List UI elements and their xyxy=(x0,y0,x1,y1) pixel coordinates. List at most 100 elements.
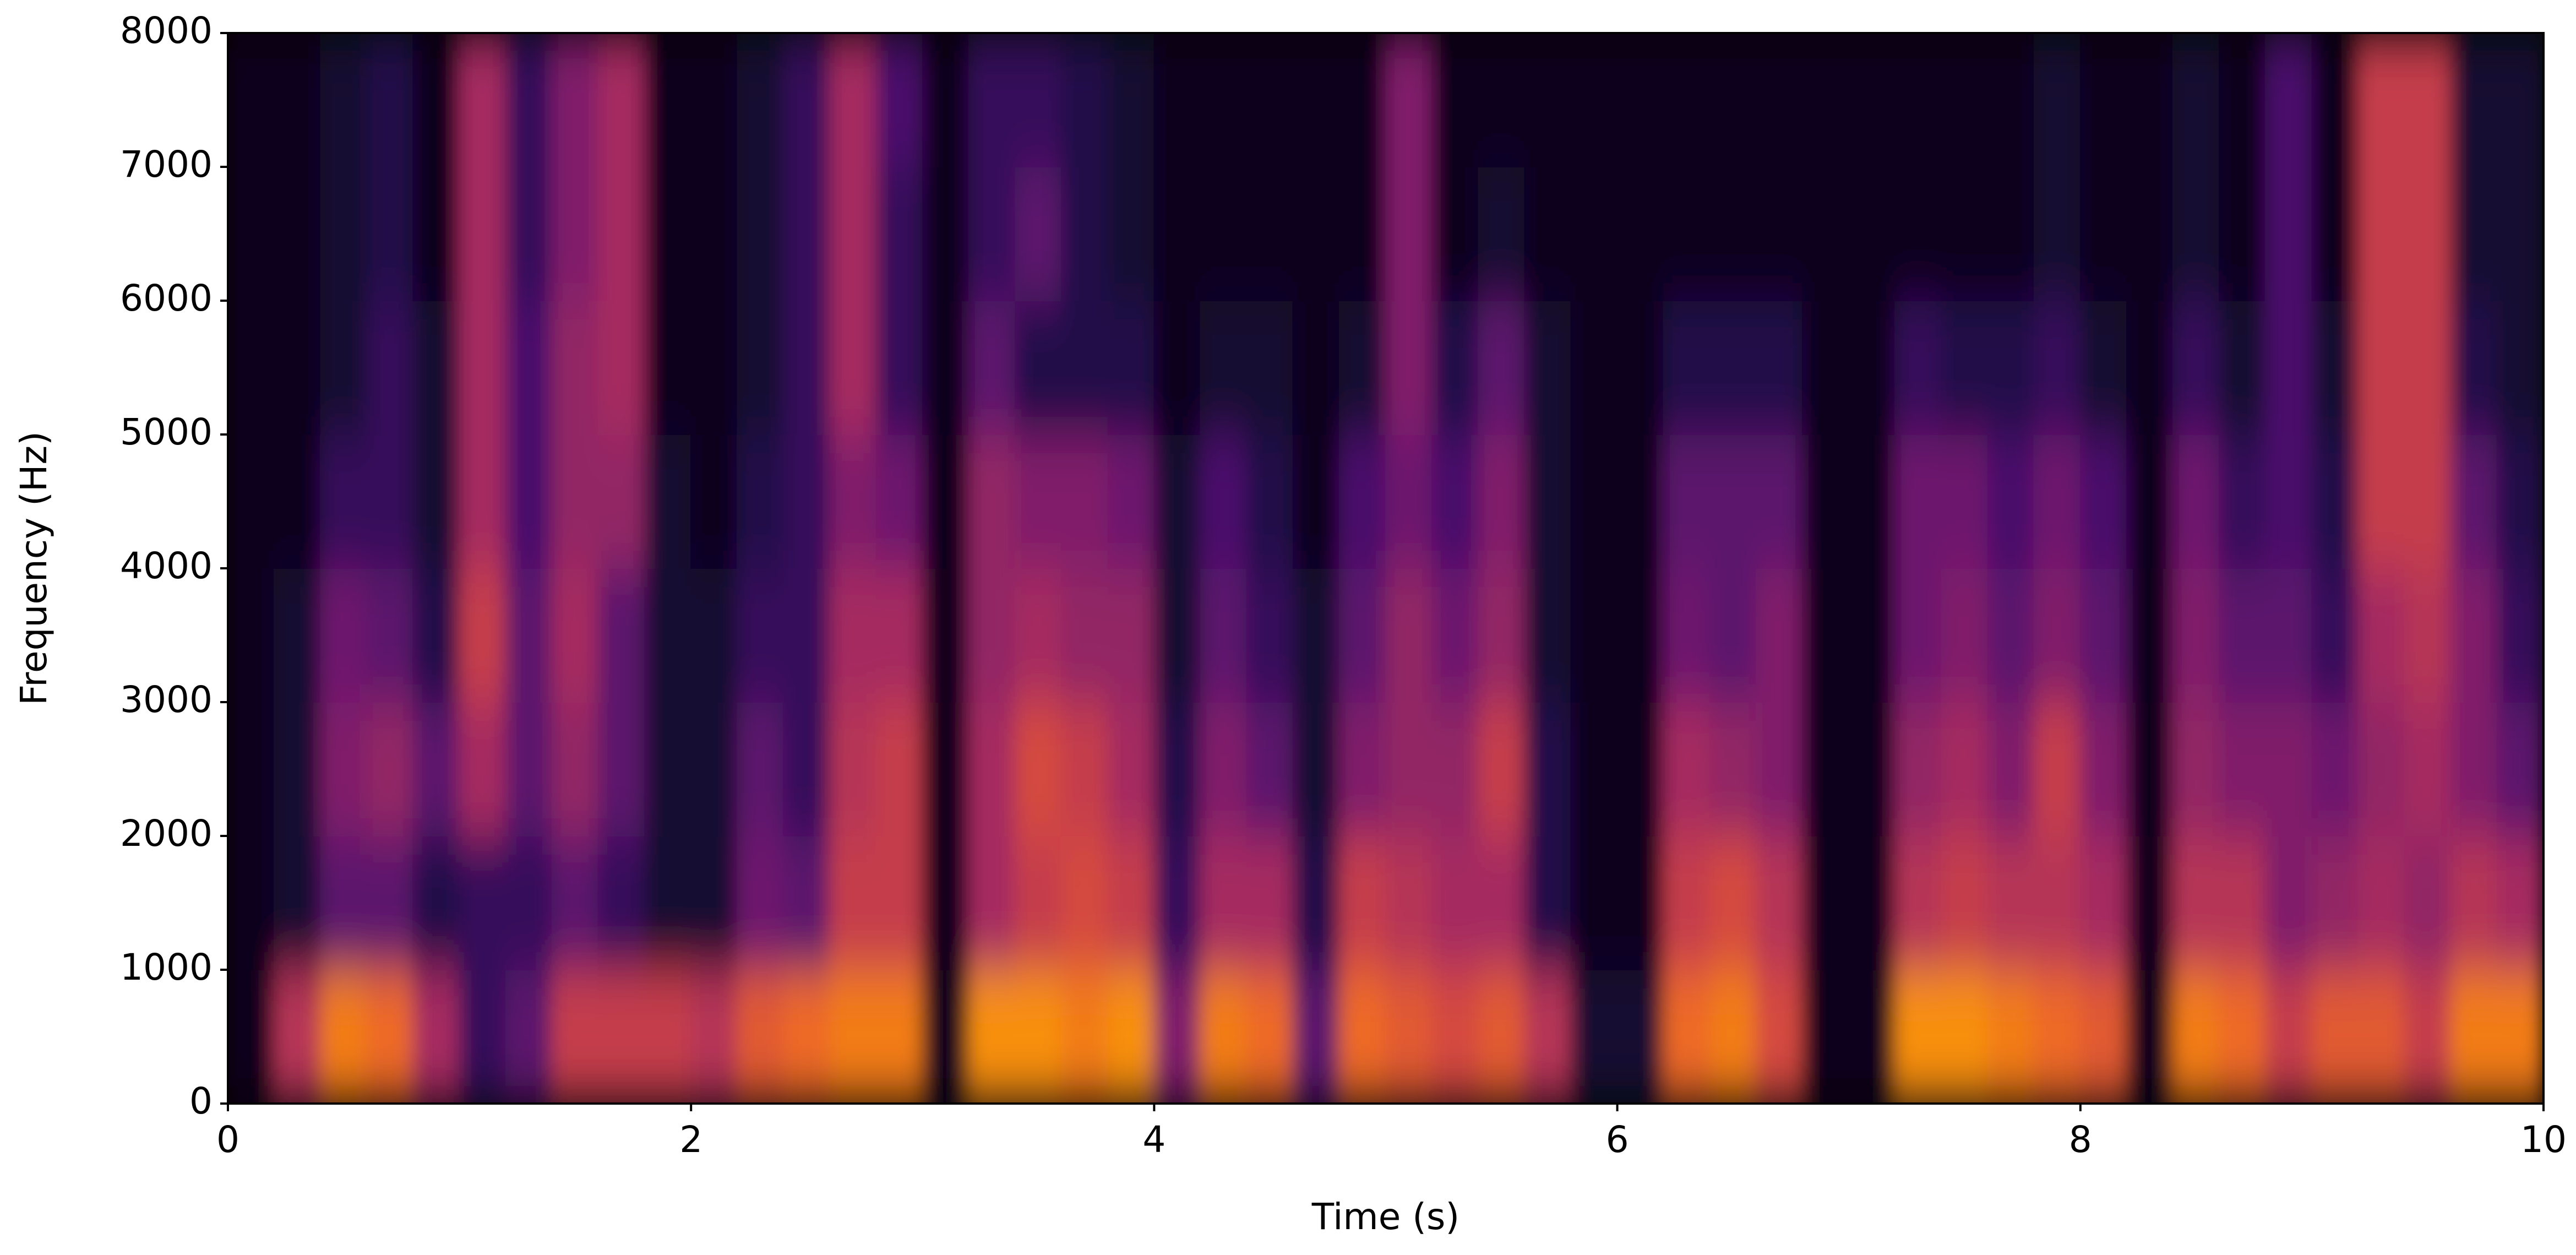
heatmap-cell xyxy=(1107,568,1155,703)
heatmap-cell xyxy=(274,33,322,167)
heatmap-cell xyxy=(1987,702,2035,836)
heatmap-cell xyxy=(690,434,738,569)
heatmap-cell xyxy=(1755,166,1804,301)
heatmap-cell xyxy=(2079,166,2127,301)
heatmap-cell xyxy=(1153,568,1201,703)
heatmap-cell xyxy=(2450,568,2498,703)
heatmap-cell xyxy=(2404,166,2452,301)
heatmap-cell xyxy=(783,568,831,703)
heatmap-cell xyxy=(320,33,368,167)
heatmap-cell xyxy=(228,835,275,970)
heatmap-cell xyxy=(412,434,460,569)
heatmap-cell xyxy=(551,434,599,569)
heatmap-cell xyxy=(1802,969,1850,1104)
heatmap-cell xyxy=(783,300,831,435)
heatmap-cell xyxy=(2404,300,2452,435)
heatmap-cell xyxy=(1153,166,1201,301)
heatmap-cell xyxy=(228,33,275,167)
x-tick-label: 0 xyxy=(216,1118,239,1161)
heatmap-cell xyxy=(2033,702,2081,836)
heatmap-cell xyxy=(1524,835,1572,970)
heatmap-cell xyxy=(1663,568,1711,703)
heatmap-cell xyxy=(2126,300,2174,435)
heatmap-cell xyxy=(783,33,831,167)
heatmap-cell xyxy=(829,33,877,167)
heatmap-cell xyxy=(1616,33,1664,167)
heatmap-cell xyxy=(783,969,831,1104)
heatmap-cell xyxy=(1616,969,1664,1104)
heatmap-cell xyxy=(1570,568,1618,703)
heatmap-cell xyxy=(1431,300,1479,435)
heatmap-cell xyxy=(366,969,414,1104)
heatmap-cell xyxy=(2126,33,2174,167)
heatmap-cell xyxy=(2265,434,2313,569)
heatmap-cell xyxy=(1431,166,1479,301)
heatmap-cell xyxy=(2496,33,2544,167)
heatmap-cell xyxy=(1015,969,1063,1104)
heatmap-cell xyxy=(412,969,460,1104)
heatmap-cell xyxy=(1385,300,1433,435)
heatmap-cell xyxy=(1200,166,1248,301)
heatmap-cell xyxy=(1570,434,1618,569)
heatmap-cell xyxy=(2126,835,2174,970)
heatmap-cell xyxy=(551,568,599,703)
heatmap-cell xyxy=(1246,969,1294,1104)
heatmap-cell xyxy=(922,434,970,569)
heatmap-cell xyxy=(1941,166,1989,301)
heatmap-cell xyxy=(2311,434,2359,569)
heatmap-cell xyxy=(1894,568,1942,703)
heatmap-cell xyxy=(783,702,831,836)
heatmap-cell xyxy=(690,300,738,435)
heatmap-cell xyxy=(228,434,275,569)
heatmap-cell xyxy=(1894,835,1942,970)
heatmap-cell xyxy=(1200,33,1248,167)
heatmap-cell xyxy=(1246,300,1294,435)
heatmap-cell xyxy=(2496,702,2544,836)
heatmap-cell xyxy=(1431,702,1479,836)
heatmap-cell xyxy=(1570,166,1618,301)
heatmap-cell xyxy=(2033,434,2081,569)
heatmap-cell xyxy=(2311,33,2359,167)
heatmap-cell xyxy=(2496,969,2544,1104)
heatmap-cell xyxy=(2404,702,2452,836)
heatmap-cell xyxy=(644,969,692,1104)
heatmap-cell xyxy=(1153,434,1201,569)
heatmap-cell xyxy=(1894,33,1942,167)
heatmap-cell xyxy=(1292,300,1340,435)
heatmap-cell xyxy=(2079,969,2127,1104)
heatmap-cell xyxy=(1987,33,2035,167)
heatmap-cell xyxy=(644,568,692,703)
heatmap-cell xyxy=(2219,568,2267,703)
heatmap-cell xyxy=(968,969,1016,1104)
x-tick-label: 6 xyxy=(1606,1118,1629,1161)
heatmap-cell xyxy=(2172,166,2220,301)
heatmap-cell xyxy=(228,166,275,301)
heatmap-cell xyxy=(1524,434,1572,569)
heatmap-cell xyxy=(1061,33,1109,167)
heatmap-cell xyxy=(459,702,507,836)
heatmap-cell xyxy=(922,969,970,1104)
heatmap-cell xyxy=(2496,166,2544,301)
heatmap-cell xyxy=(1431,434,1479,569)
heatmap-cell xyxy=(2219,702,2267,836)
heatmap-cell xyxy=(829,969,877,1104)
heatmap-cell xyxy=(2265,166,2313,301)
heatmap-cell xyxy=(2033,300,2081,435)
heatmap-cell xyxy=(2404,33,2452,167)
heatmap-cell xyxy=(1338,702,1386,836)
heatmap-cell xyxy=(1385,434,1433,569)
heatmap-cell xyxy=(505,300,553,435)
y-tick-label: 4000 xyxy=(120,545,213,587)
heatmap-cell xyxy=(2172,33,2220,167)
heatmap-cell xyxy=(2265,702,2313,836)
heatmap-cell xyxy=(320,835,368,970)
heatmap-cell xyxy=(1385,33,1433,167)
heatmap-cell xyxy=(274,166,322,301)
heatmap-cell xyxy=(875,702,923,836)
x-tick-label: 10 xyxy=(2520,1118,2567,1161)
heatmap-cell xyxy=(1478,568,1526,703)
heatmap-cell xyxy=(1663,300,1711,435)
heatmap-cell xyxy=(320,969,368,1104)
heatmap-cell xyxy=(644,835,692,970)
